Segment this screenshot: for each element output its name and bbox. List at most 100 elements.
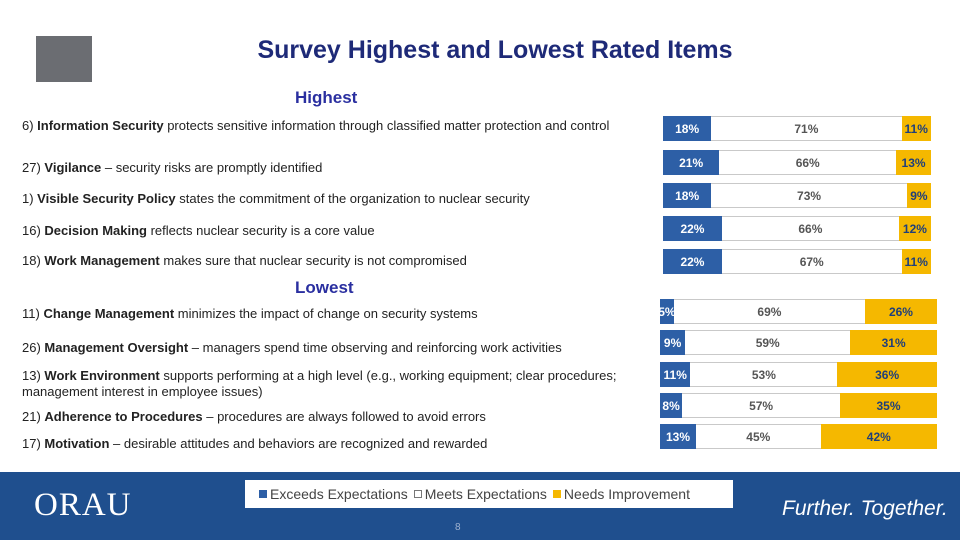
data-label: 22%: [680, 254, 705, 269]
bar-segment-meets: 71%: [711, 116, 902, 141]
legend-label-meets: Meets Expectations: [424, 486, 547, 502]
stacked-bar: 8% 57% 35%: [660, 393, 937, 418]
survey-item: 17) Motivation – desirable attitudes and…: [22, 436, 622, 452]
data-label: 26%: [888, 304, 913, 319]
bar-segment-exceeds: 13%: [660, 424, 696, 449]
data-label: 11%: [904, 121, 928, 136]
item-description: reflects nuclear security is a core valu…: [146, 223, 375, 238]
survey-item: 6) Information Security protects sensiti…: [22, 118, 622, 134]
bar-segment-meets: 67%: [721, 249, 902, 274]
legend-label-exceeds: Exceeds Expectations: [270, 486, 408, 502]
item-description: makes sure that nuclear security is not …: [159, 253, 467, 268]
bar-segment-meets: 73%: [711, 183, 907, 208]
stacked-bar: 18% 73% 9%: [663, 183, 931, 208]
legend-swatch-needs: [552, 490, 561, 498]
data-label: 9%: [910, 188, 928, 203]
item-heading: Management Oversight: [44, 340, 189, 355]
bar-segment-exceeds: 18%: [663, 183, 712, 208]
legend-entry-meets: Meets Expectations: [413, 486, 547, 502]
item-number: 21): [22, 409, 45, 424]
data-label: 35%: [876, 398, 901, 413]
data-label: 9%: [663, 335, 682, 350]
logo-placeholder: [36, 36, 92, 82]
item-number: 11): [22, 306, 44, 321]
data-label: 59%: [755, 335, 780, 350]
survey-item: 16) Decision Making reflects nuclear sec…: [22, 223, 622, 239]
stacked-bar: 9% 59% 31%: [660, 330, 937, 355]
survey-item: 11) Change Management minimizes the impa…: [22, 306, 622, 322]
footer-tagline: Further. Together.: [782, 497, 948, 520]
item-number: 27): [22, 160, 45, 175]
data-label: 66%: [798, 221, 823, 236]
bar-segment-exceeds: 8%: [660, 393, 683, 418]
bar-segment-exceeds: 21%: [663, 150, 720, 175]
bar-segment-exceeds: 9%: [660, 330, 686, 355]
item-heading: Information Security: [37, 118, 164, 133]
data-label: 42%: [866, 429, 891, 444]
stacked-bar: 22% 66% 12%: [663, 216, 931, 241]
stacked-bar: 22% 67% 11%: [663, 249, 931, 274]
bar-segment-exceeds: 11%: [660, 362, 691, 387]
bar-segment-needs: 12%: [898, 216, 931, 241]
bar-segment-exceeds: 5%: [658, 299, 676, 324]
stacked-bar: 21% 66% 13%: [663, 150, 931, 175]
bar-segment-meets: 57%: [682, 393, 841, 418]
data-label: 22%: [680, 221, 705, 236]
legend-label-needs: Needs Improvement: [563, 486, 690, 502]
data-label: 57%: [749, 398, 774, 413]
survey-item: 13) Work Environment supports performing…: [22, 368, 622, 400]
stacked-bar: 5% 69% 26%: [658, 299, 937, 324]
data-label: 18%: [675, 188, 700, 203]
bar-segment-meets: 66%: [721, 216, 899, 241]
bar-segment-meets: 66%: [719, 150, 897, 175]
bar-segment-needs: 11%: [901, 249, 931, 274]
item-number: 17): [22, 436, 45, 451]
bar-segment-meets: 53%: [690, 362, 838, 387]
item-number: 18): [22, 253, 45, 268]
data-label: 53%: [751, 367, 776, 382]
data-label: 69%: [757, 304, 782, 319]
legend-entry-needs: Needs Improvement: [552, 486, 690, 502]
item-heading: Change Management: [43, 306, 175, 321]
survey-item: 26) Management Oversight – managers spen…: [22, 340, 622, 356]
data-label: 66%: [795, 155, 820, 170]
data-label: 11%: [663, 367, 687, 382]
item-number: 16): [22, 223, 45, 238]
bar-segment-meets: 59%: [685, 330, 851, 355]
item-heading: Adherence to Procedures: [44, 409, 203, 424]
bar-segment-needs: 36%: [837, 362, 937, 387]
data-label: 73%: [797, 188, 822, 203]
survey-item: 1) Visible Security Policy states the co…: [22, 191, 622, 207]
item-heading: Vigilance: [44, 160, 102, 175]
data-label: 18%: [675, 121, 700, 136]
bar-segment-meets: 69%: [673, 299, 865, 324]
item-description: minimizes the impact of change on securi…: [174, 306, 478, 321]
legend-swatch-meets: [413, 490, 422, 498]
item-description: – procedures are always followed to avoi…: [202, 409, 486, 424]
lowest-label: Lowest: [295, 278, 354, 297]
item-number: 6): [22, 118, 38, 133]
page-number: 8: [455, 522, 461, 533]
bar-segment-needs: 35%: [840, 393, 937, 418]
bar-segment-exceeds: 18%: [663, 116, 712, 141]
survey-item: 18) Work Management makes sure that nucl…: [22, 253, 622, 269]
data-label: 21%: [679, 155, 704, 170]
legend-entry-exceeds: Exceeds Expectations: [259, 486, 408, 502]
item-number: 26): [22, 340, 45, 355]
chart-legend: Exceeds Expectations Meets Expectations …: [245, 480, 733, 508]
survey-item: 27) Vigilance – security risks are promp…: [22, 160, 622, 176]
data-label: 5%: [658, 304, 676, 319]
item-number: 1): [22, 191, 38, 206]
item-description: – desirable attitudes and behaviors are …: [109, 436, 488, 451]
item-heading: Decision Making: [44, 223, 147, 238]
bar-segment-needs: 42%: [820, 424, 937, 449]
item-description: supports performing at a high level (e.g…: [22, 368, 617, 399]
bar-segment-needs: 26%: [864, 299, 937, 324]
data-label: 12%: [902, 221, 927, 236]
bar-segment-exceeds: 22%: [663, 216, 722, 241]
data-label: 13%: [665, 429, 691, 444]
bar-segment-exceeds: 22%: [663, 249, 722, 274]
item-heading: Motivation: [44, 436, 110, 451]
item-heading: Work Environment: [44, 368, 160, 383]
survey-item: 21) Adherence to Procedures – procedures…: [22, 409, 622, 425]
